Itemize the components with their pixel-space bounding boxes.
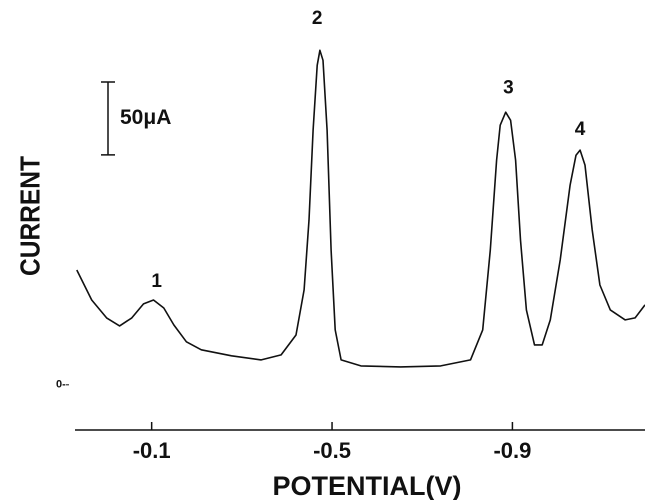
peak-label: 2 xyxy=(312,8,323,29)
x-tick-label: -0.1 xyxy=(133,438,171,463)
y-axis-label: CURRENT xyxy=(14,156,45,276)
y-tick-label: 0- xyxy=(56,379,66,391)
x-tick-label: -0.9 xyxy=(493,438,531,463)
scale-bar-label: 50μA xyxy=(120,106,171,129)
curve xyxy=(76,49,645,368)
peak-label: 1 xyxy=(151,271,162,292)
peak-label: 3 xyxy=(503,77,514,98)
x-axis-label: POTENTIAL(V) xyxy=(273,471,462,500)
x-tick-label: -0.5 xyxy=(313,438,351,463)
peak-label: 4 xyxy=(575,119,586,140)
